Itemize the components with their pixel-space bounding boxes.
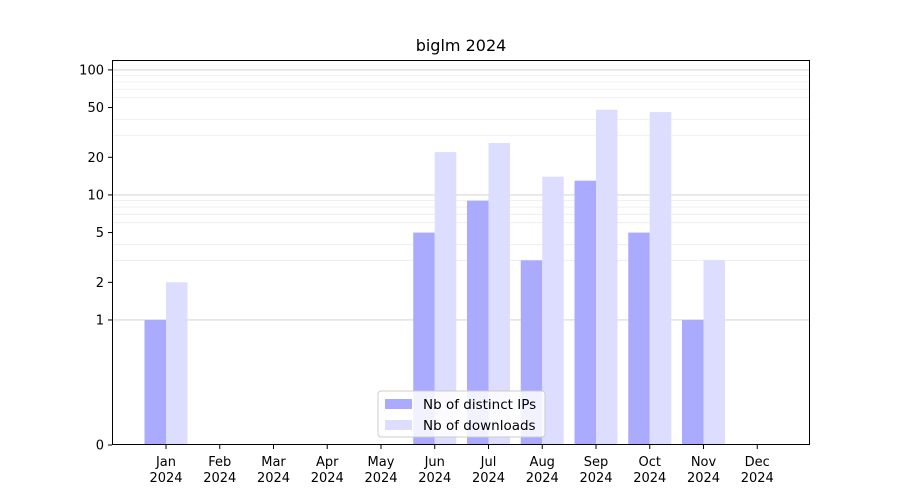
x-tick-label-month: Jul [480,455,497,470]
x-tick-label-month: Apr [316,455,339,470]
x-tick-label-month: Nov [691,455,717,470]
y-tick-label: 10 [87,188,104,203]
x-tick-label-year: 2024 [149,471,182,486]
x-tick-label-year: 2024 [526,471,559,486]
x-tick-label-year: 2024 [257,471,290,486]
bar [649,112,672,445]
x-tick-label-year: 2024 [311,471,344,486]
legend: Nb of distinct IPs Nb of downloads [377,390,546,438]
x-tick-label-month: Jan [155,455,176,470]
bar [467,200,489,445]
x-tick-label-year: 2024 [633,471,666,486]
x-tick-label-year: 2024 [203,471,236,486]
bar [542,176,564,445]
x-tick-label-year: 2024 [418,471,451,486]
x-tick-label-year: 2024 [741,471,774,486]
plot-frame [112,60,810,445]
bars [144,109,725,445]
x-tick-label-month: May [368,455,395,470]
bar [434,152,457,445]
x-tick-label-month: Aug [530,455,555,470]
legend-label: Nb of downloads [423,418,536,434]
bar [574,180,596,445]
bar [703,260,725,445]
bar [682,319,704,445]
x-tick-label-month: Mar [261,455,286,470]
x-tick-label-year: 2024 [579,471,612,486]
legend-swatch [385,420,412,430]
x-tick-label-month: Dec [745,455,770,470]
legend-label: Nb of distinct IPs [423,397,536,413]
x-axis: Jan2024Feb2024Mar2024Apr2024May2024Jun20… [149,445,774,486]
x-tick-label-year: 2024 [364,471,397,486]
legend-swatch [385,399,412,409]
x-tick-label-month: Oct [639,455,661,470]
y-tick-label: 100 [79,63,104,78]
y-tick-label: 50 [87,101,104,116]
chart-title: biglm 2024 [416,36,507,55]
bar [166,282,188,445]
bar [488,143,510,445]
legend-box [377,390,546,438]
bar [628,232,650,445]
y-axis: 0 1 2 5 10 20 50 100 [79,63,112,454]
x-tick-label-month: Sep [584,455,609,470]
y-tick-label: 1 [96,313,104,328]
y-tick-label: 0 [96,439,104,454]
bar [144,319,166,445]
x-tick-label-year: 2024 [687,471,720,486]
x-tick-label-month: Jun [424,455,445,470]
y-tick-label: 5 [96,226,104,241]
y-tick-label: 2 [96,276,104,291]
x-tick-label-month: Feb [208,455,231,470]
y-tick-label: 20 [87,151,104,166]
x-tick-label-year: 2024 [472,471,505,486]
bar [596,109,618,445]
